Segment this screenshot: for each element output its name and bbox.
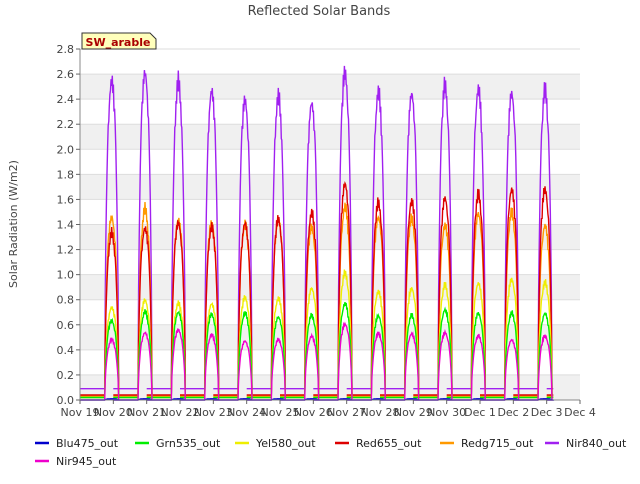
y-tick-label: 1.4	[57, 219, 75, 232]
annotation-text: SW_arable	[86, 36, 151, 49]
x-tick-label: Nov 19	[61, 406, 100, 419]
grid-band	[80, 74, 580, 100]
annotation-box	[81, 32, 157, 50]
legend-label: Nir840_out	[566, 437, 627, 450]
grid-band	[80, 124, 580, 150]
x-tick-label: Nov 23	[194, 406, 233, 419]
x-tick-label: Nov 24	[227, 406, 266, 419]
y-tick-label: 2.0	[57, 143, 75, 156]
x-tick-label: Nov 20	[94, 406, 133, 419]
grid-band	[80, 324, 580, 350]
y-tick-label: 0.4	[57, 344, 75, 357]
y-tick-label: 2.4	[57, 93, 75, 106]
y-tick-label: 1.0	[57, 269, 75, 282]
legend-label: Grn535_out	[156, 437, 221, 450]
x-tick-label: Dec 4	[564, 406, 596, 419]
y-tick-label: 2.8	[57, 43, 75, 56]
y-axis-ticks: 0.0 0.2 0.4 0.6 0.8 1.0 1.2 1.4 1.6 1.8 2.0 2.2 2.4 2…	[57, 43, 80, 407]
y-axis-label: Solar Radiation (W/m2)	[7, 160, 20, 288]
y-tick-label: 0.6	[57, 319, 75, 332]
x-tick-label: Nov 30	[427, 406, 466, 419]
x-tick-label: Nov 25	[261, 406, 300, 419]
legend-label: Red655_out	[356, 437, 422, 450]
legend: Blu475_out Grn535_out Yel580_out Red655_out…	[35, 437, 627, 468]
grid-band	[80, 274, 580, 300]
series-line-red655-out	[80, 181, 554, 396]
x-tick-label: Nov 28	[361, 406, 400, 419]
y-tick-label: 1.6	[57, 193, 75, 206]
y-tick-label: 2.2	[57, 118, 75, 131]
y-tick-label: 1.2	[57, 244, 75, 257]
grid-band	[80, 174, 580, 200]
legend-label: Blu475_out	[56, 437, 119, 450]
x-tick-label: Nov 26	[294, 406, 333, 419]
y-tick-label: 1.8	[57, 168, 75, 181]
x-tick-label: Nov 21	[127, 406, 166, 419]
x-tick-label: Nov 29	[394, 406, 433, 419]
y-tick-label: 0.8	[57, 294, 75, 307]
x-tick-label: Dec 3	[531, 406, 563, 419]
legend-label: Yel580_out	[255, 437, 316, 450]
legend-label: Redg715_out	[461, 437, 534, 450]
x-tick-label: Dec 1	[464, 406, 496, 419]
y-tick-label: 0.2	[57, 369, 75, 382]
x-tick-label: Dec 2	[497, 406, 529, 419]
x-tick-label: Nov 27	[327, 406, 366, 419]
sw-arable-annotation: SW_arable	[81, 32, 157, 50]
x-tick-label: Nov 22	[161, 406, 200, 419]
series-line-grn535-out	[80, 301, 554, 399]
y-tick-label: 2.6	[57, 68, 75, 81]
legend-label: Nir945_out	[56, 455, 117, 468]
y-tick-label: 0.0	[57, 394, 75, 407]
chart-title: Reflected Solar Bands	[248, 4, 391, 19]
series-line-nir840-out	[80, 65, 554, 390]
grid-band	[80, 224, 580, 250]
